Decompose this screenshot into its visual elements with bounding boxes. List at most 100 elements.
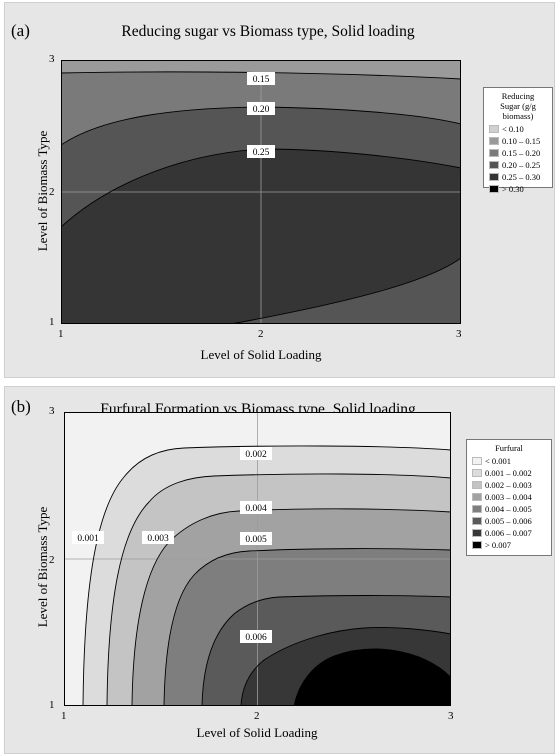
legend-entry: 0.25 – 0.30: [484, 171, 552, 183]
plot-frame-b: [64, 412, 451, 706]
contour-labels-b: 0.001 0.002 0.003 0.004 0.005 0.006: [72, 447, 272, 643]
contour-label-box-0.001: [72, 531, 104, 544]
y-tick-label-a-3: 3: [49, 53, 55, 65]
legend-b: Furfural < 0.001 0.001 – 0.002 0.002 – 0.0…: [466, 439, 552, 556]
contour-label-box-0.002: [240, 447, 272, 460]
y-axis-label-b: Level of Biomass Type: [35, 506, 50, 628]
contour-label-box-0.003: [142, 531, 174, 544]
legend-entry-label: 0.001 – 0.002: [485, 468, 532, 478]
y-tick-label-b-1: 1: [49, 699, 55, 711]
x-axis-label-a: Level of Solid Loading: [200, 347, 322, 362]
legend-swatch: [472, 541, 482, 549]
panel-label-b: (b): [11, 397, 31, 416]
legend-entry: 0.003 – 0.004: [467, 491, 551, 503]
legend-entry: 0.002 – 0.003: [467, 479, 551, 491]
legend-swatch: [489, 125, 499, 133]
contour-label-0.002: 0.002: [245, 450, 267, 460]
legend-a: Reducing Sugar (g/g biomass) < 0.10 0.10 …: [483, 87, 553, 194]
legend-rows-b: < 0.001 0.001 – 0.002 0.002 – 0.003 0.003 –…: [467, 455, 551, 551]
legend-entry: 0.005 – 0.006: [467, 515, 551, 527]
contour-line-0.003: [131, 508, 451, 706]
contour-label-box-0.15: [247, 72, 275, 85]
legend-swatch: [472, 517, 482, 525]
legend-entry: 0.10 – 0.15: [484, 135, 552, 147]
legend-entry-label: 0.15 – 0.20: [502, 148, 541, 158]
chart-panel-b: (b) Furfural Formation vs Biomass type, …: [4, 386, 555, 754]
contour-line-0.25-lower: [230, 257, 461, 324]
legend-entry: < 0.10: [484, 123, 552, 135]
x-tick-label-b-1: 1: [61, 710, 67, 722]
y-tick-label-a-1: 1: [49, 316, 55, 328]
contour-line-0.15: [61, 71, 461, 80]
legend-entry: 0.006 – 0.007: [467, 527, 551, 539]
gridlines-b: [64, 412, 451, 706]
legend-entry: 0.001 – 0.002: [467, 467, 551, 479]
contour-label-0.005: 0.005: [245, 535, 267, 545]
contour-plot-a: 0.15 0.20 0.25: [61, 60, 461, 324]
x-tick-label-a-3: 3: [456, 328, 462, 340]
legend-title-a: Reducing Sugar (g/g biomass): [500, 91, 536, 121]
contour-label-box-0.006: [240, 630, 272, 643]
legend-swatch: [472, 469, 482, 477]
contour-line-0.005: [201, 595, 451, 706]
contour-label-box-0.005: [240, 532, 272, 545]
x-tick-label-a-1: 1: [58, 328, 64, 340]
legend-entry-label: 0.10 – 0.15: [502, 136, 541, 146]
legend-swatch: [472, 505, 482, 513]
contour-plot-b: 0.001 0.002 0.003 0.004 0.005 0.006: [64, 412, 451, 706]
legend-entry-label: 0.003 – 0.004: [485, 492, 532, 502]
legend-swatch: [472, 529, 482, 537]
x-tick-label-a-2: 2: [258, 328, 264, 340]
legend-entry-label: 0.20 – 0.25: [502, 160, 541, 170]
legend-entry: 0.15 – 0.20: [484, 147, 552, 159]
chart-panel-a: (a) Reducing sugar vs Biomass type, Soli…: [4, 2, 555, 378]
contour-label-0.006: 0.006: [245, 633, 267, 643]
legend-entry: > 0.007: [467, 539, 551, 551]
band-fill-above-0.007: [294, 648, 451, 706]
x-tick-label-b-2: 2: [254, 710, 260, 722]
legend-entry-label: 0.006 – 0.007: [485, 528, 532, 538]
legend-entry-label: 0.25 – 0.30: [502, 172, 541, 182]
legend-title-b: Furfural: [495, 443, 523, 453]
legend-entry-label: 0.005 – 0.006: [485, 516, 532, 526]
contour-label-0.004: 0.004: [245, 504, 267, 514]
contour-labels-a: 0.15 0.20 0.25: [247, 72, 275, 158]
legend-swatch: [472, 493, 482, 501]
legend-entry: < 0.001: [467, 455, 551, 467]
legend-entry-label: > 0.30: [502, 184, 524, 194]
legend-swatch: [472, 481, 482, 489]
contour-label-0.003: 0.003: [147, 534, 169, 544]
legend-swatch: [489, 185, 499, 193]
legend-entry-label: < 0.10: [502, 124, 524, 134]
contour-label-box-0.25: [247, 145, 275, 158]
legend-entry-label: 0.004 – 0.005: [485, 504, 532, 514]
legend-entry-label: > 0.007: [485, 540, 512, 550]
contour-label-box-0.20: [247, 102, 275, 115]
legend-swatch: [489, 137, 499, 145]
contour-line-0.007: [293, 648, 451, 706]
x-axis-label-b: Level of Solid Loading: [196, 725, 318, 740]
legend-swatch: [489, 173, 499, 181]
y-tick-label-a-2: 2: [49, 186, 55, 198]
contour-label-box-0.004: [240, 501, 272, 514]
chart-title-a: Reducing sugar vs Biomass type, Solid lo…: [121, 23, 415, 40]
contour-label-0.20: 0.20: [253, 105, 270, 115]
contour-label-0.15: 0.15: [253, 75, 270, 85]
contour-label-0.001: 0.001: [77, 534, 99, 544]
panel-label-a: (a): [11, 21, 30, 40]
contour-lines-b: [82, 445, 451, 706]
legend-entry-label: 0.002 – 0.003: [485, 480, 532, 490]
contour-label-0.25: 0.25: [253, 148, 270, 158]
y-tick-label-b-3: 3: [49, 405, 55, 417]
contour-line-0.002: [106, 473, 451, 706]
legend-entry: > 0.30: [484, 183, 552, 195]
legend-entry: 0.20 – 0.25: [484, 159, 552, 171]
plot-frame-a: [61, 60, 461, 324]
legend-entry-label: < 0.001: [485, 456, 512, 466]
legend-swatch: [489, 149, 499, 157]
legend-entry: 0.004 – 0.005: [467, 503, 551, 515]
legend-swatch: [472, 457, 482, 465]
contour-line-0.004: [163, 548, 451, 706]
y-tick-label-b-2: 2: [49, 554, 55, 566]
contour-line-0.001: [82, 445, 451, 706]
